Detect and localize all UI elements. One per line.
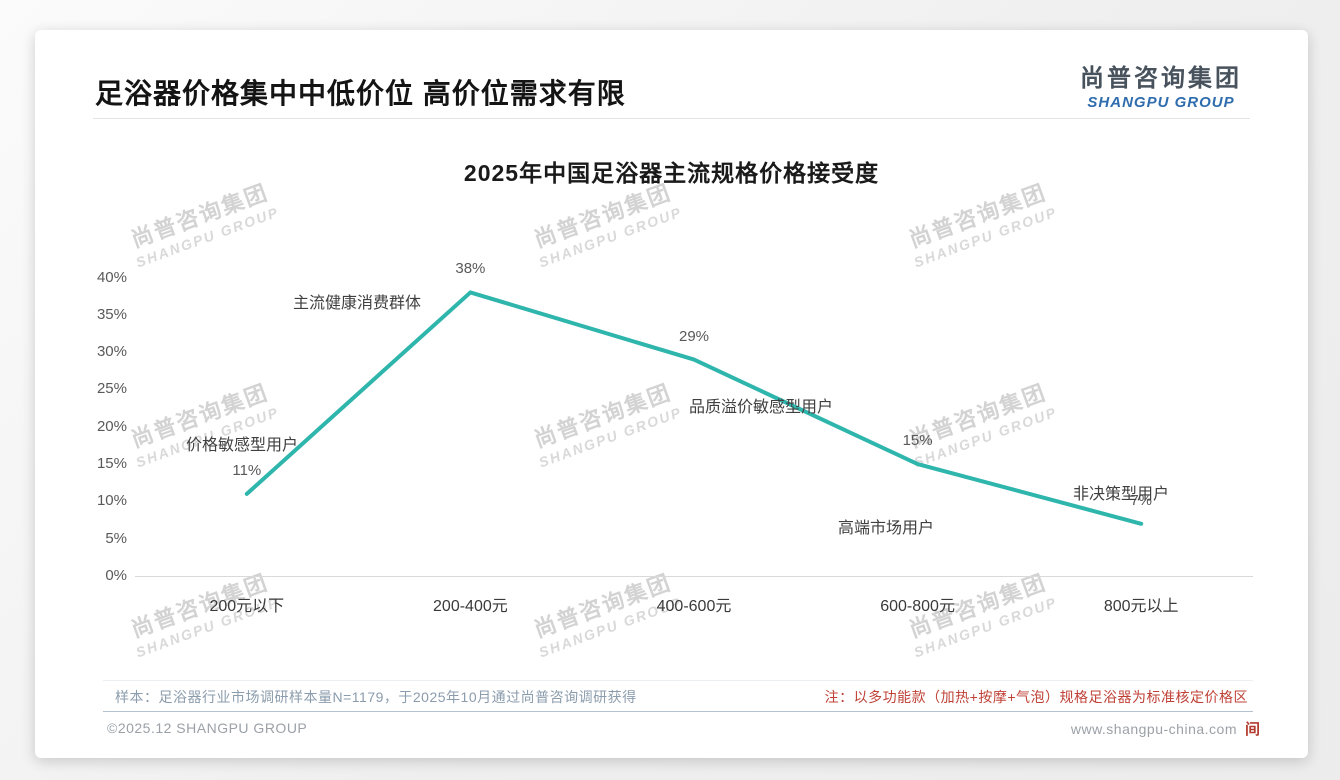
y-tick-label: 25% (96, 380, 127, 398)
segment-annotation: 高端市场用户 (837, 520, 935, 537)
segment-annotation: 价格敏感型用户 (185, 437, 299, 454)
data-value-label: 7% (1130, 491, 1153, 509)
x-axis-line (135, 576, 1253, 577)
y-tick-label: 35% (96, 305, 127, 323)
y-tick-label: 30% (96, 343, 127, 361)
segment-annotation: 非决策型用户 (1072, 486, 1170, 503)
logo-english-text: SHANGPU GROUP (1087, 94, 1235, 111)
y-tick-label: 20% (96, 417, 127, 435)
segment-annotation: 主流健康消费群体 (292, 295, 422, 312)
sample-footnote: 样本：足浴器行业市场调研样本量N=1179，于2025年10月通过尚普咨询调研获… (115, 689, 637, 705)
data-value-label: 11% (232, 461, 262, 479)
copyright-text: ©2025.12 SHANGPU GROUP (107, 720, 308, 736)
data-value-label: 15% (902, 432, 933, 450)
chart-title: 2025年中国足浴器主流规格价格接受度 (463, 160, 880, 186)
header-divider (93, 118, 1250, 119)
x-category-label: 200-400元 (433, 598, 508, 615)
acceptance-line-series (244, 290, 1144, 526)
company-logo: 尚普咨询集团 SHANGPU GROUP (1080, 58, 1242, 111)
segment-annotation: 品质溢价敏感型用户 (688, 399, 834, 416)
pricing-note: 注：以多功能款（加热+按摩+气泡）规格足浴器为标准核定价格区 (824, 689, 1248, 705)
logo-chinese-text: 尚普咨询集团 (1080, 65, 1242, 92)
x-category-label: 600-800元 (880, 598, 955, 615)
data-value-label: 38% (455, 260, 486, 278)
footnote-divider-top (103, 680, 1253, 681)
line-chart (244, 290, 1144, 526)
y-tick-label: 15% (96, 455, 127, 473)
x-category-label: 200元以下 (209, 598, 285, 615)
red-seal-glyph: 间 (1244, 721, 1260, 738)
x-category-label: 400-600元 (656, 598, 732, 615)
y-tick-label: 5% (105, 529, 127, 547)
page-title: 足浴器价格集中中低价位 高价位需求有限 (95, 78, 626, 109)
website-group: www.shangpu-china.com 间 (1071, 718, 1260, 739)
footnote-divider-bottom (103, 711, 1253, 712)
data-value-label: 29% (678, 327, 710, 345)
y-tick-label: 10% (96, 492, 127, 510)
y-tick-label: 40% (96, 268, 127, 286)
slide-card: 尚普咨询集团 SHANGPU GROUP 尚普咨询集团 SHANGPU GROUP 尚普… (35, 30, 1308, 758)
website-url: www.shangpu-china.com (1070, 720, 1237, 737)
x-category-label: 800元以上 (1103, 598, 1179, 615)
y-tick-label: 0% (105, 567, 127, 584)
